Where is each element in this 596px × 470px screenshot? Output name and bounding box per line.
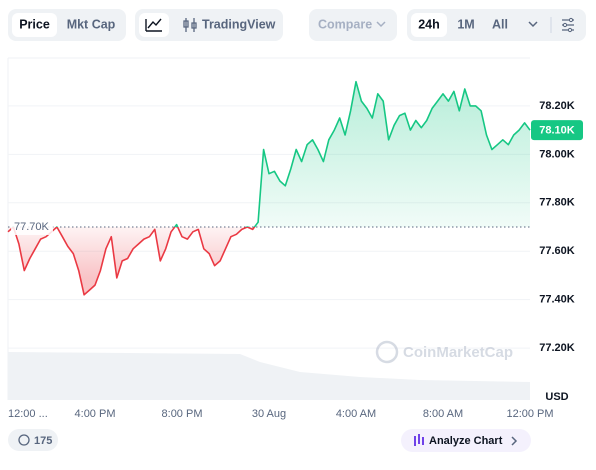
- x-tick-label: 4:00 PM: [75, 408, 116, 420]
- x-tick-label: 8:00 PM: [162, 408, 203, 420]
- chevron: [511, 436, 518, 446]
- line-view-button[interactable]: [139, 13, 169, 37]
- y-tick-label: 78.00K: [539, 148, 575, 160]
- chevron: [376, 21, 386, 28]
- range-dropdown[interactable]: [528, 21, 538, 28]
- settings-knob: [562, 22, 568, 28]
- settings-knob: [568, 17, 574, 23]
- watermark: CoinMarketCap: [375, 340, 513, 364]
- y-tick-label: 77.20K: [539, 342, 575, 354]
- line-icon: [145, 18, 162, 32]
- y-tick-label: 77.60K: [539, 245, 575, 257]
- plot: 77.70K 78.10K: [7, 80, 583, 296]
- analyze-icon: [414, 434, 424, 446]
- analyze-button[interactable]: [401, 429, 531, 452]
- y-tick-label: 78.20K: [539, 100, 575, 112]
- price-area: [8, 81, 530, 295]
- range-all-button[interactable]: All: [492, 17, 508, 31]
- price-button[interactable]: [12, 13, 57, 37]
- price-line: [7, 80, 531, 296]
- y-tick-label: 77.40K: [539, 294, 575, 306]
- candle-icon: [183, 18, 197, 32]
- compare-button[interactable]: [309, 9, 397, 41]
- analyze-label[interactable]: Analyze Chart: [429, 435, 503, 447]
- current-price-tag: [531, 120, 583, 141]
- toolbar: Price Mkt Cap TradingView Compare 24h 1M…: [8, 9, 586, 41]
- range-1m-button[interactable]: 1M: [457, 17, 474, 31]
- price-label[interactable]: Price: [19, 17, 50, 31]
- x-tick-label: 8:00 AM: [423, 408, 463, 420]
- view-group: [135, 9, 283, 41]
- range-group: [407, 9, 586, 41]
- baseline-label: 77.70K: [14, 221, 50, 233]
- baseline-label-bg: [11, 219, 53, 235]
- clock-icon: [18, 434, 30, 446]
- volume-area: [8, 352, 530, 400]
- x-tick-label: 4:00 AM: [336, 408, 376, 420]
- x-tick-label: 12:00 PM: [506, 408, 553, 420]
- compare-label[interactable]: Compare: [318, 17, 372, 31]
- range-24h-label[interactable]: 24h: [418, 17, 440, 31]
- y-unit: USD: [545, 391, 568, 403]
- settings-knob: [567, 27, 573, 33]
- watermark-text: CoinMarketCap: [403, 344, 513, 361]
- x-tick-label: 12:00 ...: [8, 408, 48, 420]
- mktcap-button[interactable]: Mkt Cap: [67, 17, 116, 31]
- comments-count[interactable]: 175: [34, 435, 52, 447]
- range-24h-button[interactable]: [411, 13, 447, 37]
- comments-badge[interactable]: [8, 429, 58, 451]
- tradingview-button[interactable]: TradingView: [202, 17, 276, 31]
- x-tick-label: 30 Aug: [252, 408, 286, 420]
- watermark-logo: [375, 340, 399, 364]
- current-price-label: 78.10K: [539, 125, 575, 137]
- y-tick-label: 77.80K: [539, 197, 575, 209]
